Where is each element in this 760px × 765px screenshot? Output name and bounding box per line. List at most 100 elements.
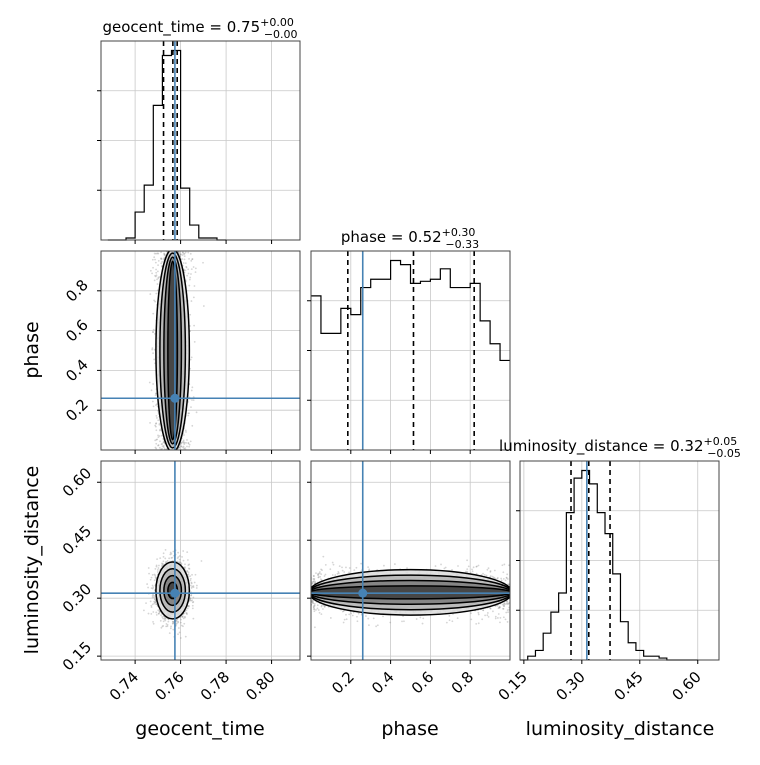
- scatter-point: [181, 616, 183, 618]
- scatter-point: [180, 442, 182, 444]
- scatter-point: [152, 585, 154, 587]
- scatter-point: [154, 275, 156, 277]
- scatter-point: [191, 390, 193, 392]
- scatter-point: [182, 550, 184, 552]
- scatter-point: [151, 272, 153, 274]
- scatter-point: [157, 569, 159, 571]
- scatter-point: [194, 341, 196, 343]
- scatter-point: [190, 585, 192, 587]
- scatter-point: [161, 443, 163, 445]
- scatter-point: [159, 447, 161, 449]
- scatter-point: [181, 258, 183, 260]
- scatter-point: [191, 425, 193, 427]
- scatter-point: [191, 300, 193, 302]
- scatter-point: [159, 429, 161, 431]
- scatter-point: [146, 583, 148, 585]
- scatter-point: [182, 252, 184, 254]
- scatter-point: [360, 563, 362, 565]
- scatter-point: [190, 273, 192, 275]
- scatter-point: [470, 612, 472, 614]
- scatter-point: [185, 612, 187, 614]
- scatter-point: [171, 557, 173, 559]
- scatter-point: [165, 549, 167, 551]
- scatter-point: [154, 259, 156, 261]
- scatter-point: [167, 621, 169, 623]
- scatter-point: [189, 314, 191, 316]
- joint-geocent_time-luminosity_distance-frame: [101, 461, 300, 660]
- scatter-point: [153, 623, 155, 625]
- scatter-point: [180, 637, 182, 639]
- title-sub: −0.05: [707, 447, 741, 460]
- scatter-point: [329, 568, 331, 570]
- scatter-point: [153, 596, 155, 598]
- scatter-point: [190, 578, 192, 580]
- scatter-point: [188, 258, 190, 260]
- scatter-point: [180, 254, 182, 256]
- scatter-point: [152, 611, 154, 613]
- scatter-point: [179, 555, 181, 557]
- scatter-point: [155, 443, 157, 445]
- scatter-point: [188, 446, 190, 448]
- scatter-point: [158, 567, 160, 569]
- scatter-point: [188, 568, 190, 570]
- scatter-point: [184, 563, 186, 565]
- scatter-point: [149, 422, 151, 424]
- scatter-point: [152, 352, 154, 354]
- scatter-point: [155, 404, 157, 406]
- scatter-point: [160, 620, 162, 622]
- scatter-point: [196, 585, 198, 587]
- scatter-point: [187, 252, 189, 254]
- scatter-point: [145, 602, 147, 604]
- scatter-point: [172, 551, 174, 553]
- scatter-point: [185, 269, 187, 271]
- scatter-point: [189, 277, 191, 279]
- scatter-point: [186, 551, 188, 553]
- scatter-point: [506, 573, 508, 575]
- scatter-point: [155, 422, 157, 424]
- density-contour-3: [168, 261, 178, 440]
- scatter-point: [190, 579, 192, 581]
- scatter-point: [152, 267, 154, 269]
- scatter-point: [157, 609, 159, 611]
- scatter-point: [157, 436, 159, 438]
- scatter-point: [158, 260, 160, 262]
- scatter-point: [162, 560, 164, 562]
- scatter-point: [188, 412, 190, 414]
- scatter-point: [170, 626, 172, 628]
- title-main: luminosity_distance = 0.32: [499, 437, 703, 456]
- scatter-point: [185, 636, 187, 638]
- scatter-point: [155, 293, 157, 295]
- scatter-point: [154, 253, 156, 255]
- scatter-point: [195, 574, 197, 576]
- scatter-point: [189, 575, 191, 577]
- scatter-point: [154, 425, 156, 427]
- scatter-point: [191, 599, 193, 601]
- scatter-point: [192, 618, 194, 620]
- scatter-point: [154, 579, 156, 581]
- scatter-point: [203, 305, 205, 307]
- scatter-point: [451, 569, 453, 571]
- scatter-point: [157, 277, 159, 279]
- scatter-point: [189, 444, 191, 446]
- scatter-point: [333, 564, 335, 566]
- scatter-point: [183, 262, 185, 264]
- scatter-point: [186, 439, 188, 441]
- title-sub: −0.00: [264, 28, 298, 41]
- scatter-point: [155, 612, 157, 614]
- scatter-point: [154, 440, 156, 442]
- scatter-point: [167, 624, 169, 626]
- scatter-point: [181, 556, 183, 558]
- scatter-point: [182, 254, 184, 256]
- scatter-point: [192, 605, 194, 607]
- scatter-point: [155, 429, 157, 431]
- scatter-point: [164, 558, 166, 560]
- scatter-point: [159, 557, 161, 559]
- scatter-point: [157, 283, 159, 285]
- scatter-point: [184, 258, 186, 260]
- scatter-point: [148, 613, 150, 615]
- scatter-point: [185, 266, 187, 268]
- scatter-point: [350, 613, 352, 615]
- scatter-point: [156, 417, 158, 419]
- scatter-point: [191, 268, 193, 270]
